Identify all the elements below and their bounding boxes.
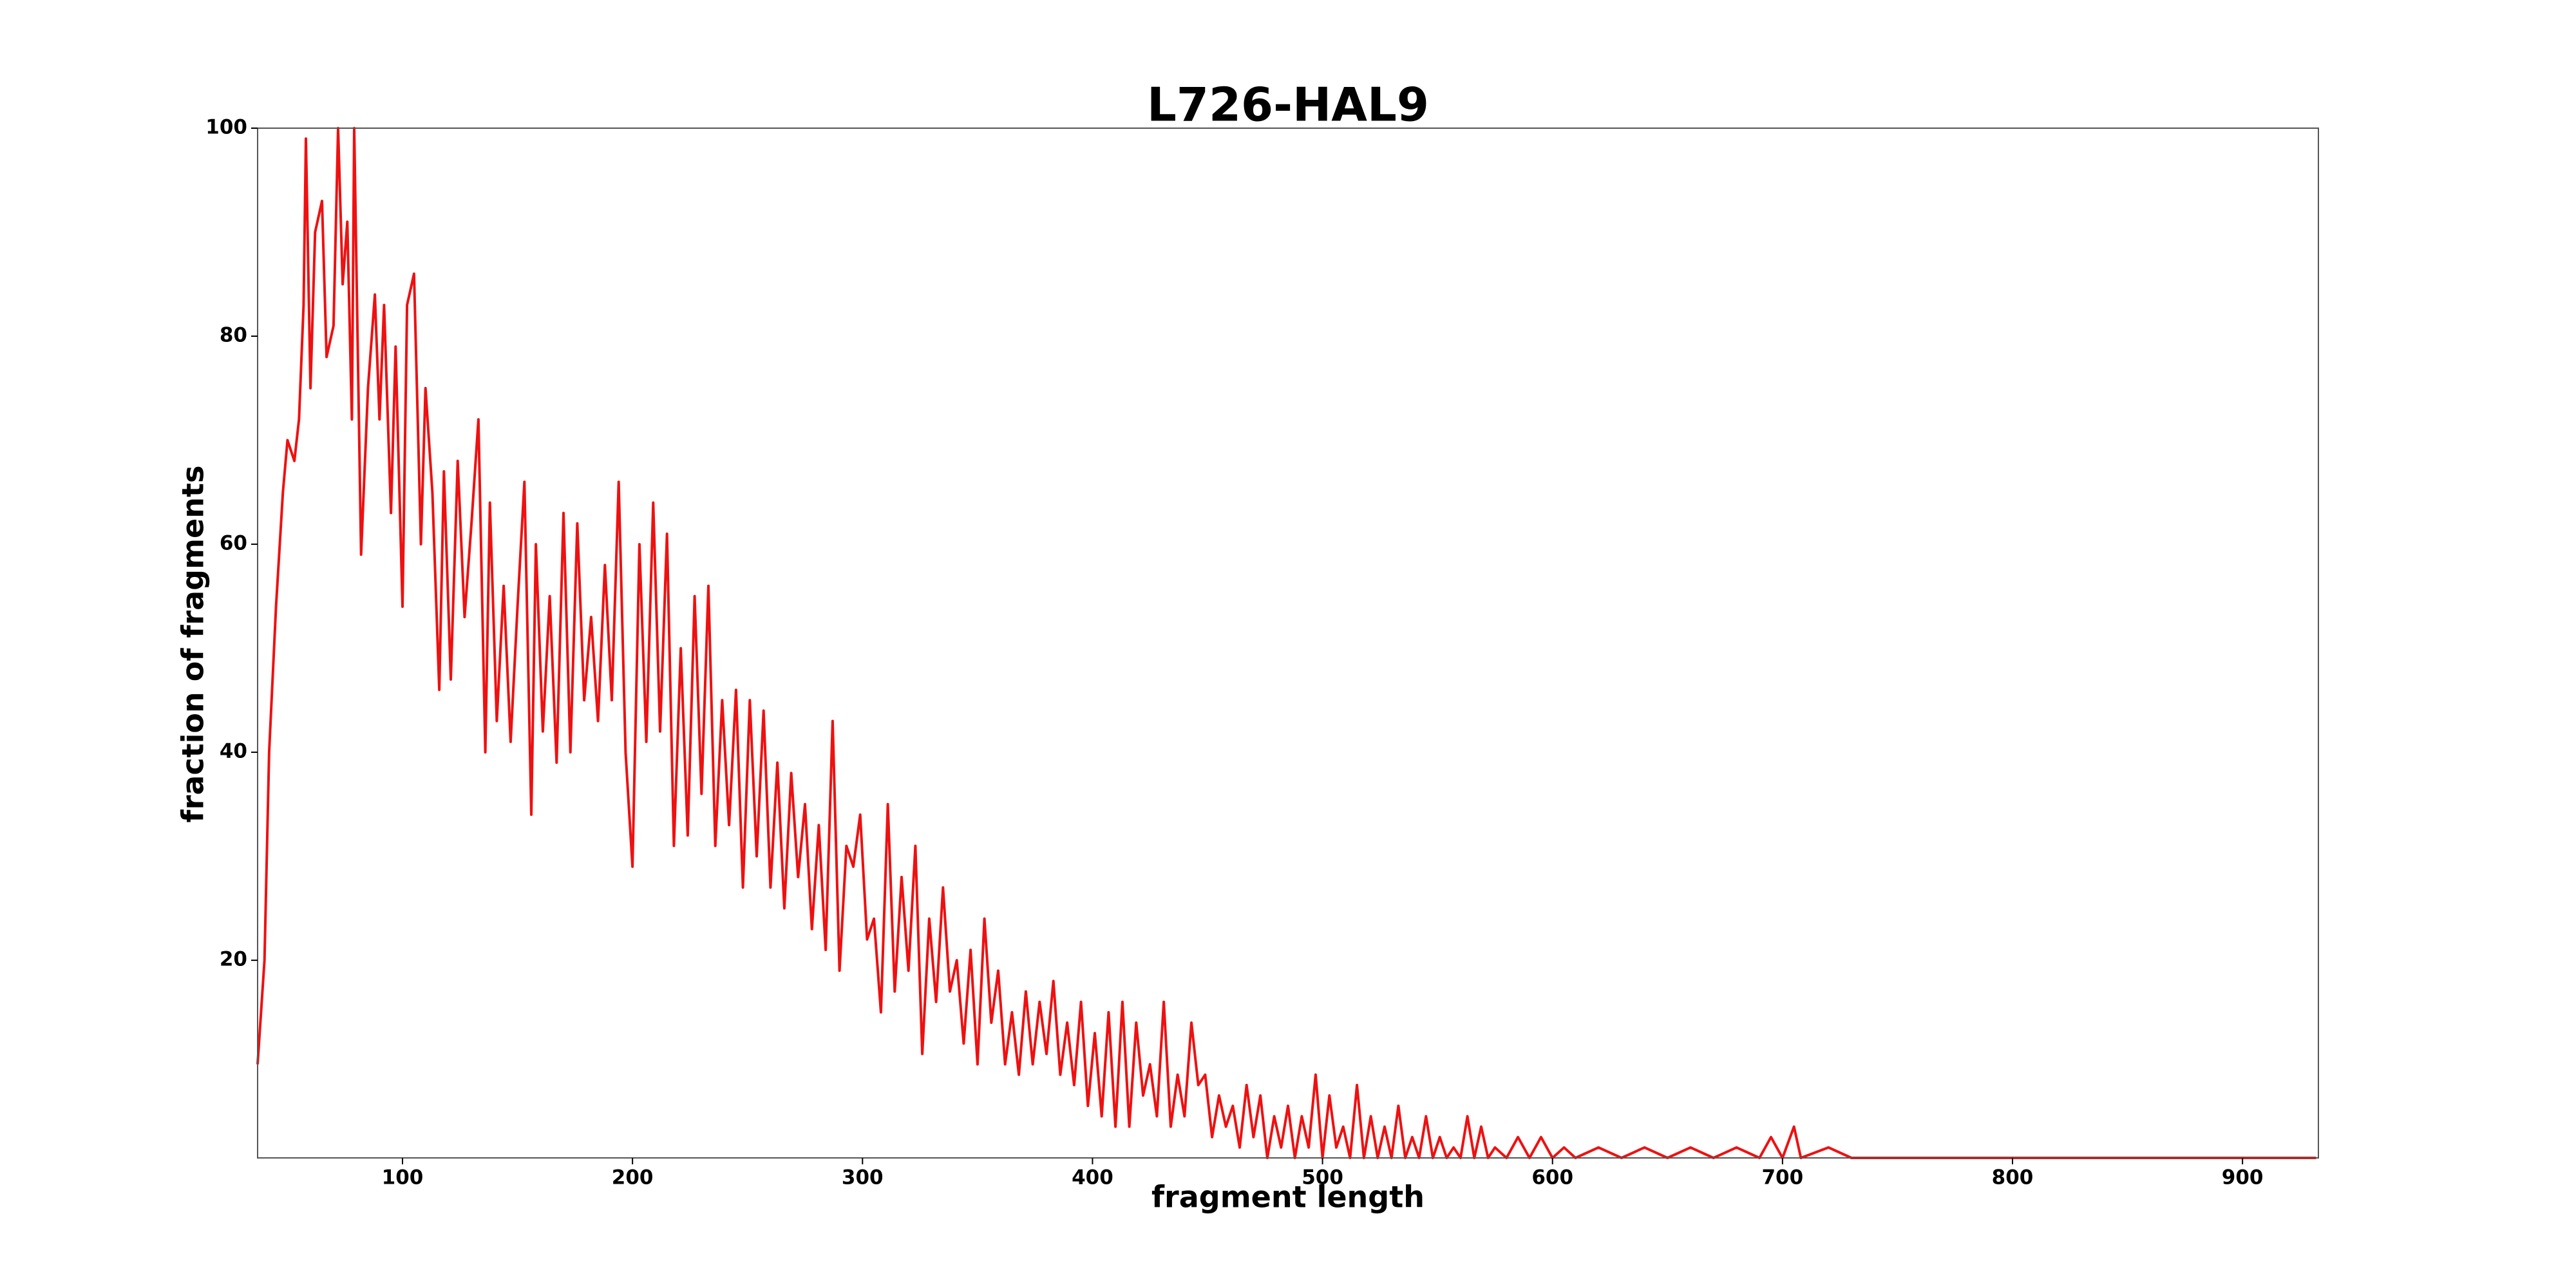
y-tick-label: 40 xyxy=(220,740,247,763)
x-axis-label: fragment length xyxy=(1151,1180,1425,1215)
y-tick-label: 80 xyxy=(220,324,247,347)
data-line xyxy=(256,127,2316,1159)
x-tick-label: 300 xyxy=(842,1166,884,1189)
chart-title: L726-HAL9 xyxy=(1147,78,1429,132)
x-tick-label: 500 xyxy=(1302,1166,1343,1189)
x-tick-label: 700 xyxy=(1761,1166,1803,1189)
plot-frame xyxy=(257,128,2319,1159)
y-tick-label: 100 xyxy=(205,116,247,139)
x-tick-label: 800 xyxy=(1992,1166,2034,1189)
x-tick-label: 900 xyxy=(2222,1166,2264,1189)
x-tick-label: 600 xyxy=(1531,1166,1573,1189)
x-tick-label: 200 xyxy=(612,1166,654,1189)
y-tick-label: 60 xyxy=(220,532,247,555)
y-tick-label: 20 xyxy=(220,948,247,971)
x-tick-label: 400 xyxy=(1072,1166,1113,1189)
x-tick-label: 100 xyxy=(382,1166,424,1189)
y-axis-label: fraction of fragments xyxy=(176,466,211,823)
